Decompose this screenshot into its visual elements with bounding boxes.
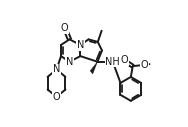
Text: NH: NH [105,57,120,67]
Text: O: O [121,55,128,65]
Text: N: N [77,40,84,50]
Polygon shape [90,62,97,74]
Text: O: O [140,60,148,70]
Text: N: N [53,65,60,74]
Text: O: O [61,23,69,33]
Text: N: N [66,57,73,67]
Text: O: O [53,92,60,102]
